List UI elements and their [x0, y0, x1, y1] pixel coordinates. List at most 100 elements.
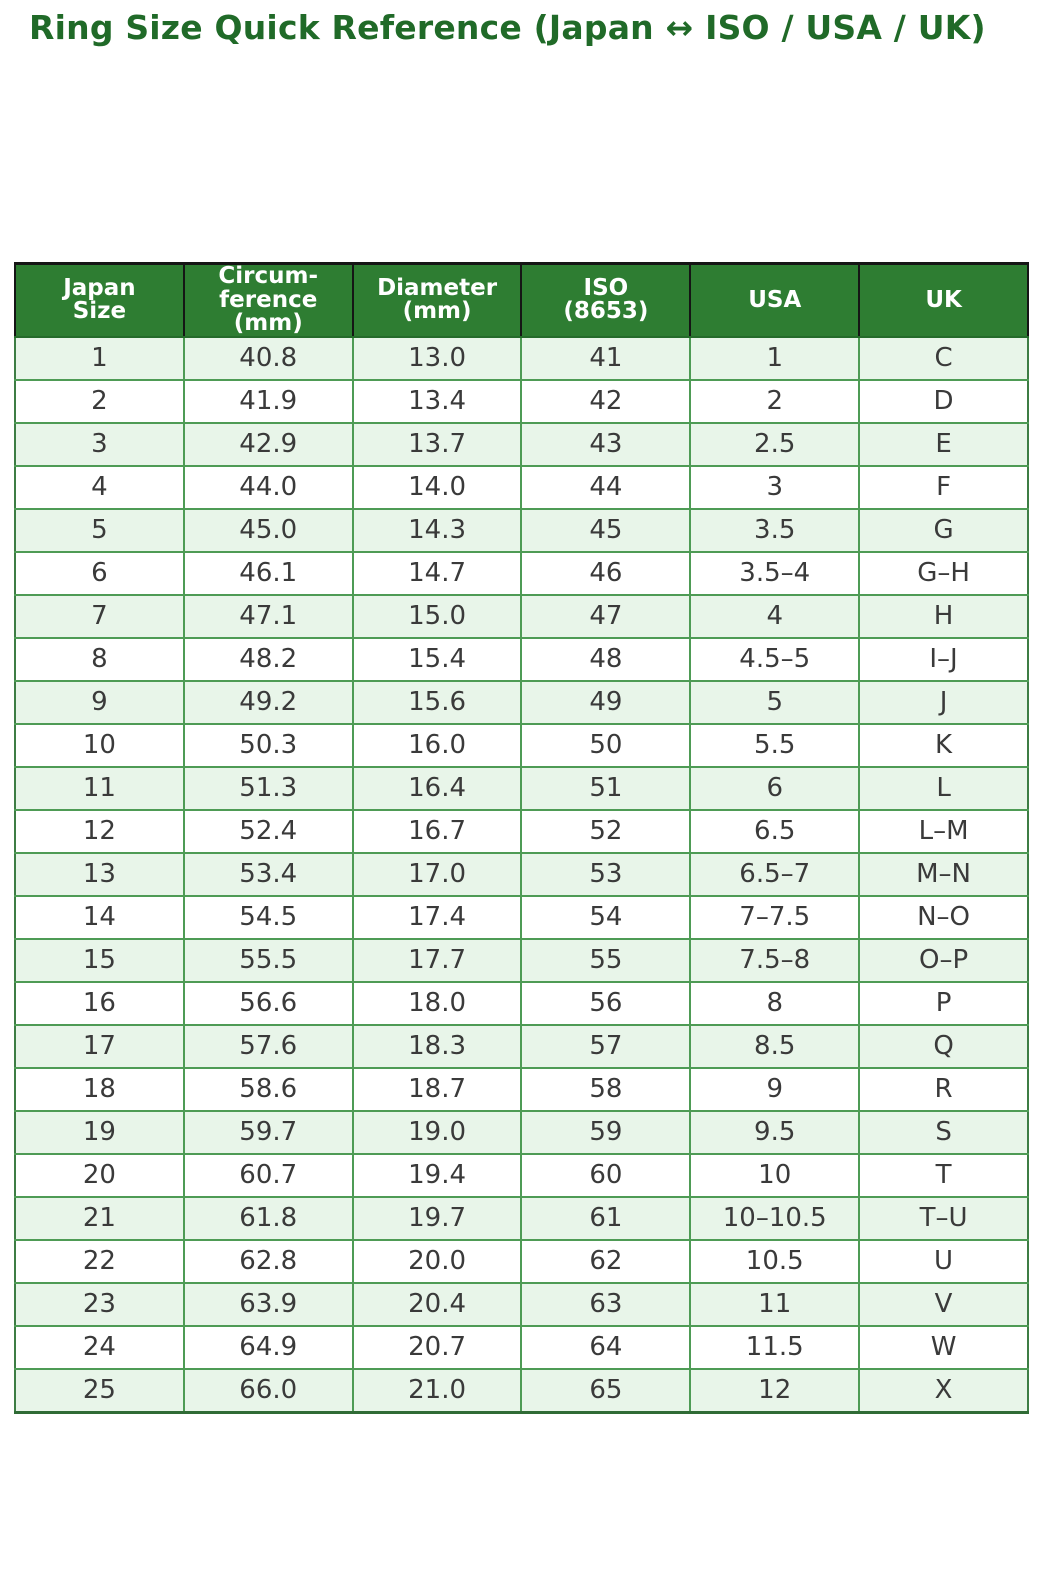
cell-japan-size: 7: [14, 593, 185, 639]
cell-japan-size: 24: [14, 1324, 185, 1370]
table-row: 16 56.6 18.0 56 8 P: [14, 980, 1029, 1026]
cell-diameter-mm: 15.4: [351, 636, 523, 682]
cell-japan-size: 4: [14, 464, 185, 510]
cell-circumference-mm: 55.5: [182, 937, 354, 983]
cell-circumference-mm: 50.3: [182, 722, 354, 768]
table-row: 9 49.2 15.6 49 5 J: [14, 679, 1029, 725]
cell-circumference-mm: 64.9: [182, 1324, 354, 1370]
cell-usa: 1: [689, 335, 861, 381]
cell-uk: T–U: [858, 1195, 1029, 1241]
cell-usa: 3.5: [689, 507, 861, 553]
column-header-uk: UK: [858, 262, 1029, 338]
cell-usa: 6.5–7: [689, 851, 861, 897]
cell-japan-size: 8: [14, 636, 185, 682]
cell-circumference-mm: 66.0: [182, 1367, 354, 1414]
cell-uk: K: [858, 722, 1029, 768]
cell-uk: X: [858, 1367, 1029, 1414]
cell-uk: Q: [858, 1023, 1029, 1069]
cell-circumference-mm: 57.6: [182, 1023, 354, 1069]
cell-japan-size: 12: [14, 808, 185, 854]
column-header-circumference-mm: Circum- ference (mm): [182, 262, 354, 338]
cell-diameter-mm: 16.4: [351, 765, 523, 811]
cell-diameter-mm: 19.0: [351, 1109, 523, 1155]
cell-usa: 11: [689, 1281, 861, 1327]
cell-iso-8653: 59: [520, 1109, 692, 1155]
column-header-japan-size: Japan Size: [14, 262, 185, 338]
cell-usa: 12: [689, 1367, 861, 1414]
cell-circumference-mm: 54.5: [182, 894, 354, 940]
cell-circumference-mm: 56.6: [182, 980, 354, 1026]
cell-diameter-mm: 13.4: [351, 378, 523, 424]
cell-diameter-mm: 18.3: [351, 1023, 523, 1069]
table-row: 10 50.3 16.0 50 5.5 K: [14, 722, 1029, 768]
table-row: 18 58.6 18.7 58 9 R: [14, 1066, 1029, 1112]
cell-japan-size: 13: [14, 851, 185, 897]
cell-uk: P: [858, 980, 1029, 1026]
cell-circumference-mm: 48.2: [182, 636, 354, 682]
table-row: 19 59.7 19.0 59 9.5 S: [14, 1109, 1029, 1155]
cell-iso-8653: 65: [520, 1367, 692, 1414]
cell-circumference-mm: 62.8: [182, 1238, 354, 1284]
cell-iso-8653: 53: [520, 851, 692, 897]
cell-japan-size: 22: [14, 1238, 185, 1284]
cell-japan-size: 5: [14, 507, 185, 553]
cell-iso-8653: 57: [520, 1023, 692, 1069]
column-header-iso-8653: ISO (8653): [520, 262, 692, 338]
cell-uk: W: [858, 1324, 1029, 1370]
cell-circumference-mm: 42.9: [182, 421, 354, 467]
cell-uk: D: [858, 378, 1029, 424]
cell-diameter-mm: 14.7: [351, 550, 523, 596]
cell-circumference-mm: 51.3: [182, 765, 354, 811]
cell-iso-8653: 63: [520, 1281, 692, 1327]
cell-diameter-mm: 18.0: [351, 980, 523, 1026]
cell-uk: R: [858, 1066, 1029, 1112]
cell-diameter-mm: 20.0: [351, 1238, 523, 1284]
table-body: 1 40.8 13.0 41 1 C 2 41.9 13.4 42 2 D 3 42.9 13.7 43 2.5…: [14, 335, 1029, 1414]
cell-iso-8653: 50: [520, 722, 692, 768]
cell-circumference-mm: 49.2: [182, 679, 354, 725]
cell-circumference-mm: 44.0: [182, 464, 354, 510]
cell-circumference-mm: 45.0: [182, 507, 354, 553]
table-row: 17 57.6 18.3 57 8.5 Q: [14, 1023, 1029, 1069]
cell-circumference-mm: 41.9: [182, 378, 354, 424]
cell-uk: S: [858, 1109, 1029, 1155]
cell-circumference-mm: 60.7: [182, 1152, 354, 1198]
cell-uk: T: [858, 1152, 1029, 1198]
cell-uk: M–N: [858, 851, 1029, 897]
cell-diameter-mm: 17.7: [351, 937, 523, 983]
cell-iso-8653: 45: [520, 507, 692, 553]
table-row: 4 44.0 14.0 44 3 F: [14, 464, 1029, 510]
cell-iso-8653: 43: [520, 421, 692, 467]
cell-uk: G–H: [858, 550, 1029, 596]
cell-japan-size: 15: [14, 937, 185, 983]
cell-uk: I–J: [858, 636, 1029, 682]
table-row: 1 40.8 13.0 41 1 C: [14, 335, 1029, 381]
cell-iso-8653: 41: [520, 335, 692, 381]
cell-japan-size: 2: [14, 378, 185, 424]
cell-usa: 4: [689, 593, 861, 639]
cell-diameter-mm: 21.0: [351, 1367, 523, 1414]
cell-diameter-mm: 19.7: [351, 1195, 523, 1241]
table-row: 7 47.1 15.0 47 4 H: [14, 593, 1029, 639]
cell-usa: 8.5: [689, 1023, 861, 1069]
ring-size-table: Japan Size Circum- ference (mm) Diameter (…: [14, 262, 1029, 1414]
cell-diameter-mm: 20.4: [351, 1281, 523, 1327]
cell-japan-size: 25: [14, 1367, 185, 1414]
cell-japan-size: 1: [14, 335, 185, 381]
cell-japan-size: 6: [14, 550, 185, 596]
cell-iso-8653: 56: [520, 980, 692, 1026]
cell-usa: 3: [689, 464, 861, 510]
cell-uk: N–O: [858, 894, 1029, 940]
cell-usa: 9: [689, 1066, 861, 1112]
cell-circumference-mm: 63.9: [182, 1281, 354, 1327]
table-row: 3 42.9 13.7 43 2.5 E: [14, 421, 1029, 467]
cell-usa: 10: [689, 1152, 861, 1198]
page-title: Ring Size Quick Reference (Japan ↔ ISO /…: [29, 8, 986, 47]
cell-iso-8653: 60: [520, 1152, 692, 1198]
cell-circumference-mm: 47.1: [182, 593, 354, 639]
column-header-diameter-mm: Diameter (mm): [351, 262, 523, 338]
cell-japan-size: 3: [14, 421, 185, 467]
cell-usa: 3.5–4: [689, 550, 861, 596]
cell-usa: 7.5–8: [689, 937, 861, 983]
cell-uk: L–M: [858, 808, 1029, 854]
